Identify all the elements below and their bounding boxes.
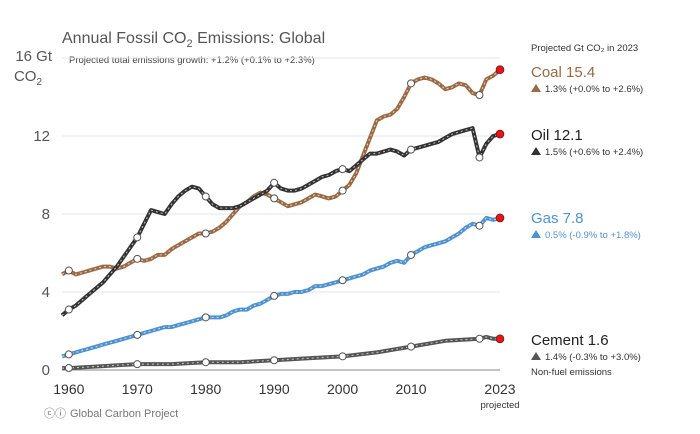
cement-projection-dot [495,334,505,344]
oil-label: Oil 12.1 [531,127,583,144]
cement-note: Non-fuel emissions [531,367,612,378]
oil-marker [338,165,347,174]
x-tick-label: 2010 [395,381,426,397]
cement-growth: 1.4% (-0.3% to +3.0%) [545,352,641,363]
coal-projection-dot [495,65,505,74]
oil-marker [64,305,73,314]
coal-marker [64,266,73,275]
oil-marker [201,192,210,201]
gas-marker [64,350,73,359]
coal-marker [270,194,279,203]
gas-marker [133,330,142,339]
chart-title: Annual Fossil CO2 Emissions: Global [62,30,325,50]
credit-text: Global Carbon Project [70,408,178,420]
cement-marker [133,360,142,369]
y-tick-label: 8 [42,206,50,223]
cement-marker [475,334,484,343]
up-arrow-icon [531,230,541,238]
x-tick-label: 1980 [190,381,221,397]
y-tick-label: 12 [33,128,50,145]
oil-projection-dot [495,129,505,139]
coal-growth: 1.3% (+0.0% to +2.6%) [545,84,643,95]
y-tick-label: 4 [42,284,50,301]
series-labels: Coal 15.4 1.3% (+0.0% to +2.6%) Oil 12.1 1.… [531,64,643,378]
coal-marker [475,91,484,100]
gas-line [61,215,501,359]
x-axis-ticks: 1960 1970 1980 1990 2000 2010 2023 [53,381,516,397]
gas-marker [407,250,416,259]
coal-marker [407,79,416,88]
gridlines [62,57,500,371]
oil-line [60,126,501,317]
gas-marker [270,291,279,300]
cement-marker [407,342,416,351]
legend-header: Projected Gt CO₂ in 2023 [531,43,638,54]
y-tick-label: 0 [42,362,50,379]
up-arrow-icon [531,147,541,155]
gas-marker [475,221,484,230]
cement-marker [64,364,73,373]
chart-subtitle: Projected total emissions growth: +1.2% … [69,55,315,66]
x-tick-label: 1970 [122,381,153,397]
gas-marker [338,276,347,285]
credit: ⓒⓘ Global Carbon Project [44,407,178,420]
up-arrow-icon [531,352,541,360]
coal-marker [338,186,347,195]
cement-marker [270,356,279,365]
gas-projection-dot [495,213,505,223]
oil-marker [133,233,142,242]
up-arrow-icon [531,84,541,92]
cement-label: Cement 1.6 [531,332,609,349]
cc-icon: ⓒⓘ [44,407,66,420]
oil-marker [475,153,484,162]
gas-growth: 0.5% (-0.9% to +1.8%) [545,230,641,241]
gas-label: Gas 7.8 [531,210,584,227]
x-tick-label: 1960 [53,381,84,397]
cement-marker [201,358,210,367]
x-tick-label: 2000 [327,381,358,397]
oil-line-highlight [61,127,501,316]
cement-line [62,334,500,371]
coal-marker [201,229,210,238]
series-lines [60,65,505,373]
x-projected-note: projected [480,400,519,411]
oil-marker [407,145,416,154]
y-unit-label: 16 Gt [15,48,53,65]
coal-label: Coal 15.4 [531,64,595,81]
gas-marker [201,313,210,322]
cement-marker [338,352,347,361]
x-tick-label: 2023 [484,381,515,397]
coal-marker [133,254,142,263]
y-axis-ticks: 0 4 8 12 [33,128,50,379]
y-unit-label-co2: CO2 [14,68,43,88]
x-tick-label: 1990 [259,381,290,397]
oil-growth: 1.5% (+0.6% to +2.4%) [545,147,643,158]
oil-marker [270,178,279,187]
